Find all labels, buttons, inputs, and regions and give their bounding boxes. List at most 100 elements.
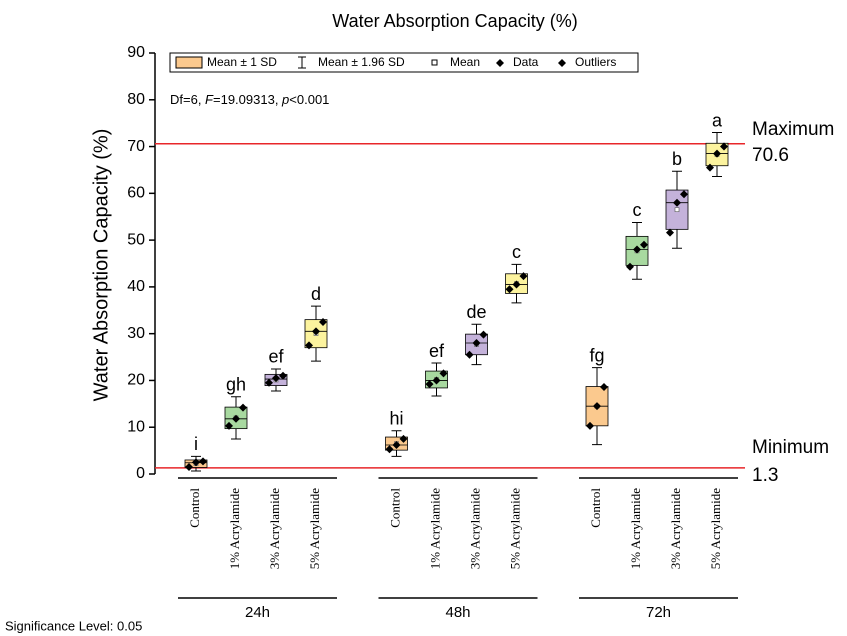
category-label: 3% Acrylamide bbox=[467, 488, 482, 569]
legend-label: Mean bbox=[450, 55, 480, 69]
y-tick-label: 80 bbox=[127, 91, 145, 108]
category-label: 5% Acrylamide bbox=[307, 488, 322, 569]
annotation-part: Df=6, bbox=[170, 92, 205, 107]
category-label: 3% Acrylamide bbox=[668, 488, 683, 569]
data-point bbox=[272, 374, 280, 383]
data-point bbox=[720, 142, 728, 151]
legend-label: Data bbox=[513, 55, 539, 69]
reference-label: Minimum bbox=[752, 437, 829, 458]
group-label: 48h bbox=[445, 604, 470, 621]
y-tick-label: 40 bbox=[127, 278, 145, 295]
legend-label: Mean ± 1 SD bbox=[207, 55, 277, 69]
data-point bbox=[472, 339, 481, 348]
annotation-part: <0.001 bbox=[289, 92, 329, 107]
legend-label: Mean ± 1.96 SD bbox=[318, 55, 405, 69]
significance-letter: hi bbox=[389, 409, 403, 429]
reference-label: Maximum bbox=[752, 119, 834, 140]
data-point bbox=[385, 445, 394, 454]
significance-letter: a bbox=[712, 110, 723, 130]
category-label: Control bbox=[588, 488, 603, 528]
significance-letter: i bbox=[194, 434, 198, 454]
legend-mean bbox=[431, 59, 438, 66]
chart-title: Water Absorption Capacity (%) bbox=[332, 11, 577, 31]
significance-letter: c bbox=[633, 200, 642, 220]
category-label: 1% Acrylamide bbox=[427, 488, 442, 569]
y-axis-label: Water Absorption Capacity (%) bbox=[90, 129, 112, 402]
data-point bbox=[399, 434, 408, 443]
annotation-part: p bbox=[281, 92, 289, 107]
group-label: 24h bbox=[245, 604, 270, 621]
data-point bbox=[199, 457, 207, 466]
y-tick-label: 20 bbox=[127, 372, 145, 389]
data-point bbox=[666, 228, 674, 237]
category-label: 1% Acrylamide bbox=[227, 488, 242, 569]
data-point bbox=[239, 403, 247, 412]
footnote: Significance Level: 0.05 bbox=[5, 618, 142, 633]
data-point bbox=[633, 245, 641, 254]
category-label: Control bbox=[387, 488, 402, 528]
data-point bbox=[439, 369, 448, 378]
significance-letter: de bbox=[466, 302, 486, 322]
data-point bbox=[505, 285, 514, 294]
category-label: 1% Acrylamide bbox=[628, 488, 643, 569]
data-point bbox=[713, 149, 721, 158]
legend-whisker bbox=[298, 56, 306, 69]
category-label: 5% Acrylamide bbox=[507, 488, 522, 569]
data-point bbox=[432, 376, 441, 385]
y-tick-label: 90 bbox=[127, 44, 145, 61]
annotation: Df=6, F=19.09313, p<0.001 bbox=[170, 92, 329, 107]
group-label: 72h bbox=[646, 604, 671, 621]
category-label: Control bbox=[187, 488, 202, 528]
data-point bbox=[680, 190, 688, 199]
legend-label: Outliers bbox=[575, 55, 616, 69]
data-point bbox=[640, 240, 648, 249]
data-point bbox=[232, 414, 240, 423]
category-label: 3% Acrylamide bbox=[267, 488, 282, 569]
data-point bbox=[312, 327, 320, 336]
data-point bbox=[512, 280, 521, 289]
data-point bbox=[593, 402, 601, 411]
significance-letter: ef bbox=[268, 347, 284, 367]
data-point bbox=[519, 272, 528, 281]
data-point bbox=[425, 380, 434, 389]
legend: Mean ± 1 SD Mean ± 1.96 SD Mean Data Outlier… bbox=[169, 52, 639, 73]
reference-value: 1.3 bbox=[752, 465, 778, 486]
data-point bbox=[319, 317, 327, 326]
legend-data bbox=[496, 59, 504, 67]
y-tick-label: 60 bbox=[127, 185, 145, 202]
legend-outlier bbox=[558, 59, 566, 67]
data-point bbox=[392, 440, 401, 449]
data-point bbox=[265, 378, 273, 387]
annotation-part: F bbox=[205, 92, 214, 107]
data-point bbox=[465, 350, 474, 359]
data-point bbox=[706, 163, 714, 172]
significance-letter: b bbox=[672, 149, 682, 169]
data-point bbox=[626, 262, 634, 271]
y-tick-label: 0 bbox=[136, 465, 145, 482]
y-tick-label: 30 bbox=[127, 325, 145, 342]
legend-frame bbox=[169, 52, 639, 73]
data-point bbox=[600, 382, 608, 391]
data-point bbox=[185, 462, 193, 471]
y-tick-label: 10 bbox=[127, 418, 145, 435]
significance-letter: c bbox=[512, 242, 521, 262]
legend-swatch bbox=[175, 56, 203, 69]
y-tick-label: 50 bbox=[127, 231, 145, 248]
data-point bbox=[586, 421, 594, 430]
category-label: 5% Acrylamide bbox=[708, 488, 723, 569]
data-point bbox=[305, 341, 313, 350]
data-point bbox=[192, 458, 200, 467]
significance-letter: gh bbox=[226, 375, 246, 395]
reference-value: 70.6 bbox=[752, 145, 789, 166]
significance-letter: fg bbox=[589, 345, 604, 365]
significance-letter: d bbox=[311, 284, 321, 304]
data-point bbox=[279, 371, 287, 380]
annotation-part: =19.09313, bbox=[213, 92, 282, 107]
mean-marker bbox=[674, 207, 680, 213]
significance-letter: ef bbox=[429, 341, 445, 361]
data-point bbox=[479, 330, 488, 339]
data-point bbox=[673, 198, 681, 207]
y-tick-label: 70 bbox=[127, 138, 145, 155]
data-point bbox=[225, 421, 233, 430]
